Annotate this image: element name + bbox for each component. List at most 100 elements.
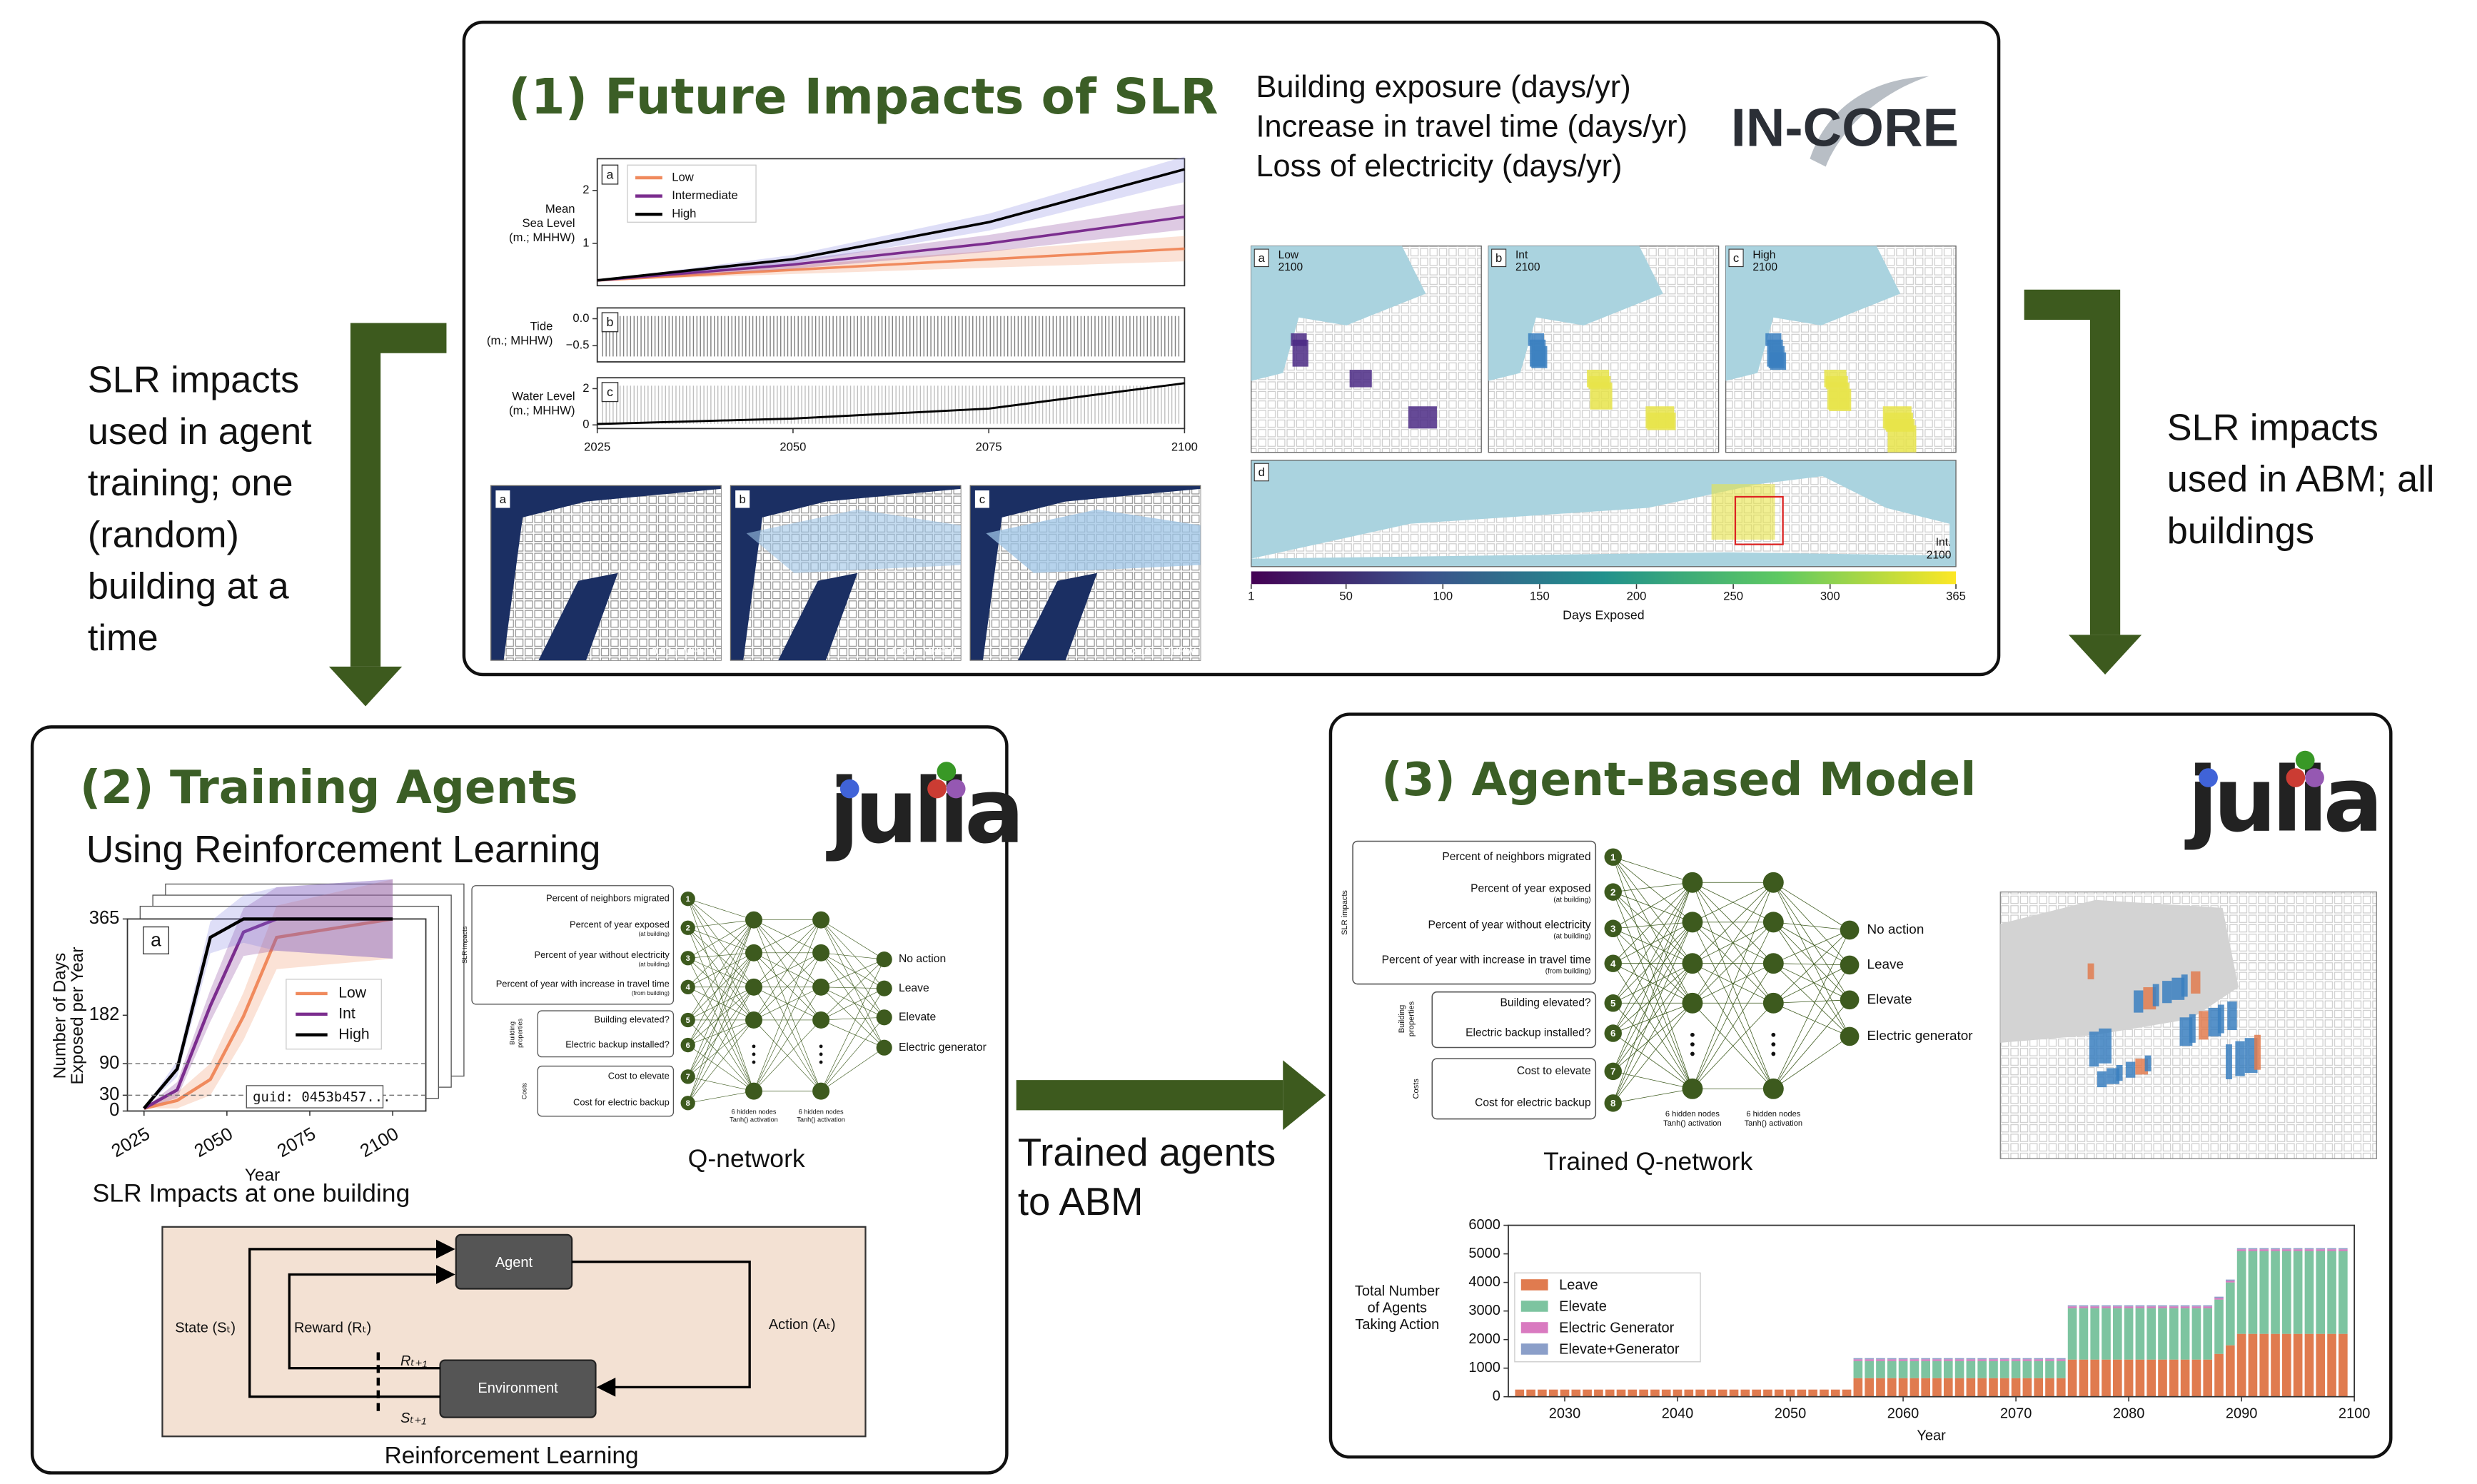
input-sublabel: (from building) bbox=[1545, 967, 1591, 975]
bar-segment bbox=[2158, 1305, 2167, 1307]
next-state-label: Sₜ₊₁ bbox=[400, 1410, 426, 1426]
edge bbox=[687, 1019, 755, 1077]
bar-segment bbox=[2316, 1248, 2326, 1250]
hidden-label: Tanh() activation bbox=[797, 1116, 845, 1124]
edge bbox=[1773, 882, 1850, 966]
bar-segment bbox=[2282, 1333, 2291, 1397]
output-node bbox=[1840, 990, 1860, 1010]
bar-segment bbox=[1966, 1378, 1976, 1397]
bar-segment bbox=[1853, 1359, 1863, 1361]
bar-segment bbox=[2146, 1359, 2156, 1397]
x-tick-label: 2080 bbox=[2113, 1405, 2144, 1421]
input-sublabel: (at building) bbox=[639, 930, 670, 937]
input-label: Cost for electric backup bbox=[573, 1097, 670, 1108]
logo-dot bbox=[2286, 768, 2306, 787]
exposed-buildings bbox=[1292, 339, 1308, 367]
hidden-node bbox=[1682, 992, 1703, 1014]
bar-segment bbox=[2214, 1298, 2224, 1300]
plot-frame bbox=[596, 307, 1186, 363]
arrow-left bbox=[350, 323, 447, 667]
series-line bbox=[597, 216, 1185, 282]
panel-label: c bbox=[607, 385, 613, 399]
edge bbox=[820, 952, 884, 989]
colorbar-tick-label: 365 bbox=[1946, 589, 1966, 602]
edge bbox=[687, 1091, 755, 1104]
edge bbox=[687, 1019, 755, 1046]
edge bbox=[820, 988, 884, 1091]
bar-segment bbox=[2067, 1308, 2077, 1360]
edge bbox=[687, 898, 755, 988]
uncertainty-band bbox=[143, 879, 393, 1109]
arrow-text: used in ABM; all bbox=[2167, 459, 2435, 500]
x-tick-label: 2100 bbox=[1171, 440, 1198, 453]
edge bbox=[687, 952, 755, 1077]
legend-label: Low bbox=[672, 170, 695, 183]
bar-segment bbox=[2135, 1306, 2145, 1308]
bar-segment bbox=[2327, 1333, 2336, 1397]
bar-segment bbox=[1628, 1389, 1638, 1397]
arrow-text: (random) bbox=[88, 514, 239, 555]
edge bbox=[821, 1016, 884, 1021]
flood-extent bbox=[986, 509, 1201, 573]
bar-segment bbox=[2225, 1282, 2235, 1346]
bar-segment bbox=[2169, 1305, 2179, 1307]
edge bbox=[1613, 857, 1693, 964]
bar-segment bbox=[1966, 1358, 1976, 1360]
bar-segment bbox=[2112, 1308, 2122, 1360]
input-node bbox=[1604, 1024, 1622, 1042]
exposed-buildings bbox=[1770, 352, 1787, 370]
bar-segment bbox=[1977, 1378, 1987, 1397]
hidden-node bbox=[1762, 953, 1784, 974]
edge bbox=[1692, 882, 1774, 1089]
input-number: 6 bbox=[1610, 1028, 1615, 1039]
edge bbox=[1613, 1002, 1693, 1034]
metric: Loss of electricity (days/yr) bbox=[1256, 149, 1622, 183]
bar-segment bbox=[1865, 1378, 1874, 1397]
bar-segment bbox=[2327, 1248, 2336, 1250]
logo-swoosh bbox=[1810, 76, 1929, 167]
input-node bbox=[680, 1037, 695, 1053]
bar-segment bbox=[2079, 1308, 2089, 1360]
hidden-node bbox=[812, 911, 830, 929]
bar-segment bbox=[2146, 1305, 2156, 1307]
edge bbox=[1613, 922, 1692, 929]
series-line bbox=[143, 917, 393, 1110]
bar-segment bbox=[1999, 1361, 2009, 1378]
colorbar-tick-label: 1 bbox=[1248, 589, 1254, 602]
edge bbox=[1613, 892, 1693, 1004]
edge bbox=[1613, 1071, 1693, 1089]
legend-label: Elevate+Generator bbox=[1559, 1341, 1680, 1357]
edge bbox=[753, 919, 822, 1021]
bar-segment bbox=[2339, 1333, 2348, 1397]
edge bbox=[1613, 857, 1693, 923]
bar-segment bbox=[2034, 1378, 2044, 1397]
edge bbox=[687, 986, 755, 1091]
hidden-node bbox=[1682, 872, 1703, 893]
colorbar-label: Days Exposed bbox=[1563, 607, 1645, 622]
x-tick-label: 2025 bbox=[584, 440, 610, 453]
agent-buildings bbox=[2134, 990, 2144, 1013]
legend-label: Int bbox=[338, 1005, 355, 1021]
edge bbox=[687, 957, 755, 988]
edge bbox=[1613, 892, 1693, 923]
bar-segment bbox=[1898, 1361, 1908, 1378]
output-label: Elevate bbox=[899, 1011, 937, 1023]
edge bbox=[1613, 1002, 1693, 1072]
logo-dot bbox=[937, 762, 957, 781]
edge bbox=[1773, 882, 1850, 1001]
edge bbox=[1613, 882, 1693, 1004]
legend-swatch bbox=[1520, 1322, 1548, 1333]
chart-caption: SLR Impacts at one building bbox=[93, 1179, 410, 1208]
input-node bbox=[680, 892, 695, 907]
bar-segment bbox=[2282, 1248, 2291, 1250]
bar-segment bbox=[2079, 1359, 2089, 1397]
exposed-buildings bbox=[1647, 413, 1676, 430]
legend-label: Intermediate bbox=[672, 188, 738, 202]
bar-segment bbox=[2191, 1359, 2201, 1397]
input-node bbox=[680, 979, 695, 994]
edge bbox=[687, 899, 755, 1091]
input-number: 5 bbox=[686, 1016, 690, 1025]
bar-segment bbox=[1954, 1359, 1964, 1361]
edge bbox=[1692, 882, 1774, 1004]
